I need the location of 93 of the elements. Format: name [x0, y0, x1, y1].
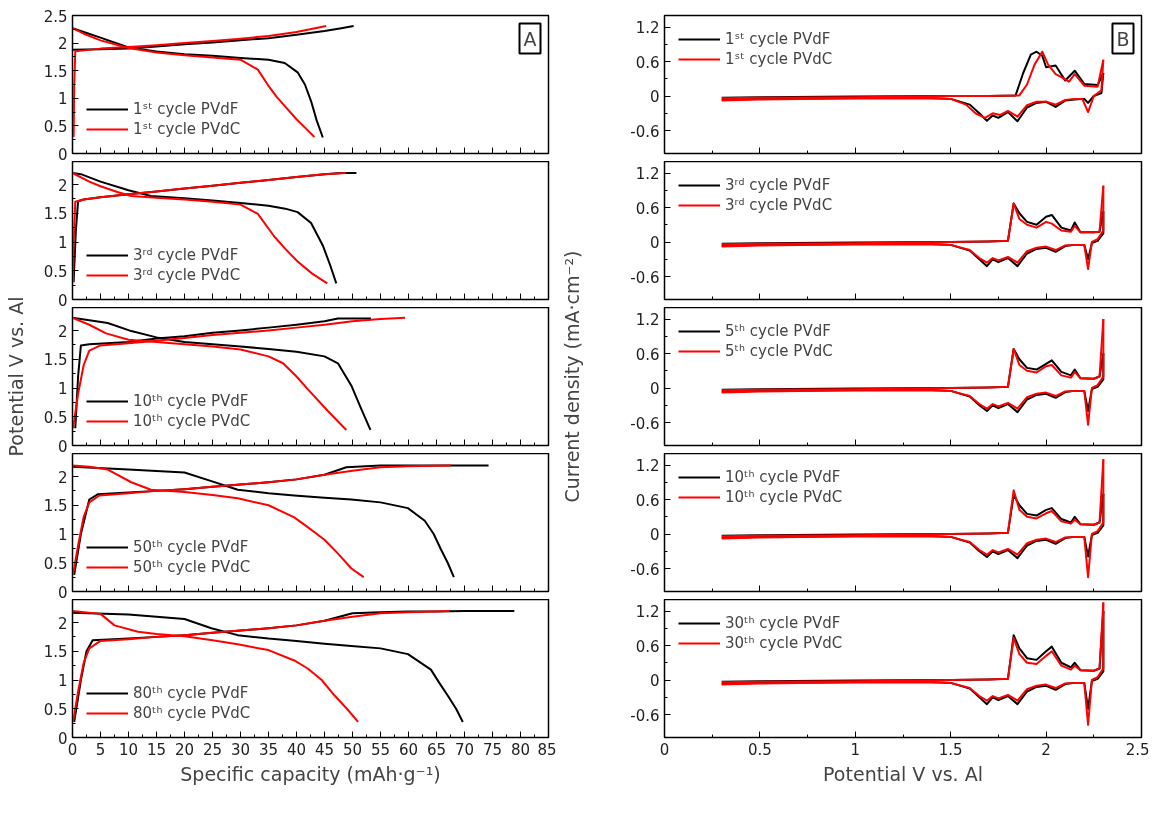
y-tick-label: 1.5: [43, 205, 68, 224]
y-tick-label: 0: [649, 380, 660, 398]
x-tick-label: 50: [342, 740, 363, 759]
y-tick-label: 0.6: [635, 199, 660, 218]
y-tick-label: 1.5: [43, 62, 68, 81]
x-tick-label: 25: [202, 740, 223, 759]
y-axis-title: Potential V vs. Al: [4, 296, 27, 457]
x-tick-label: 30: [230, 740, 251, 759]
legend-label: 80ᵗʰ cycle PVdC: [133, 704, 251, 722]
y-axis-title: Current density (mA·cm⁻²): [560, 250, 583, 503]
annotation: B: [1116, 27, 1130, 50]
x-tick-label: 55: [370, 740, 391, 759]
x-tick-label: 5: [95, 740, 106, 759]
x-tick-label: 65: [426, 740, 447, 759]
y-tick-label: -0.6: [630, 560, 660, 579]
x-tick-label: 1.5: [938, 740, 963, 759]
y-tick-label: 1.2: [635, 165, 660, 183]
x-tick-label: 85: [537, 740, 557, 759]
y-tick-label: 0.6: [635, 637, 660, 656]
x-tick-label: 2.5: [1125, 740, 1150, 759]
y-tick-label: 0: [649, 88, 660, 106]
legend-label: 1ˢᵗ cycle PVdC: [133, 120, 241, 138]
y-tick-label: 2: [57, 468, 68, 487]
x-tick-label: 70: [454, 740, 475, 759]
x-tick-label: 0.5: [747, 740, 772, 759]
legend-label: 3ʳᵈ cycle PVdC: [133, 266, 241, 284]
x-axis-title: Specific capacity (mAh·g⁻¹): [180, 762, 441, 785]
y-tick-label: 1: [57, 90, 68, 109]
y-tick-label: 0: [57, 291, 68, 310]
y-tick-label: 0.6: [635, 53, 660, 72]
legend-label: 10ᵗʰ cycle PVdF: [133, 392, 249, 410]
y-tick-label: 2.5: [43, 7, 68, 26]
x-tick-label: 35: [258, 740, 279, 759]
legend-label: 10ᵗʰ cycle PVdC: [133, 412, 251, 430]
y-tick-label: 0: [57, 145, 68, 164]
legend-label: 10ᵗʰ cycle PVdF: [725, 468, 841, 486]
x-tick-label: 20: [174, 740, 195, 759]
legend-label: 50ᵗʰ cycle PVdC: [133, 558, 251, 576]
y-tick-label: 0.5: [43, 408, 68, 427]
legend-label: 10ᵗʰ cycle PVdC: [725, 488, 843, 506]
legend-label: 1ˢᵗ cycle PVdF: [133, 100, 239, 118]
legend-label: 1ˢᵗ cycle PVdC: [725, 50, 833, 68]
y-tick-label: 0: [649, 234, 660, 252]
legend-label: 3ʳᵈ cycle PVdF: [725, 176, 831, 194]
y-tick-label: 0.5: [43, 554, 68, 573]
y-tick-label: 1.5: [43, 351, 68, 370]
x-tick-label: 40: [286, 740, 307, 759]
x-tick-label: 45: [314, 740, 335, 759]
y-tick-label: 1.2: [635, 311, 660, 329]
y-tick-label: 0: [649, 526, 660, 544]
y-tick-label: 2: [57, 322, 68, 341]
x-tick-label: 2: [1041, 740, 1051, 759]
y-tick-label: -0.6: [630, 414, 660, 433]
y-tick-label: 1: [57, 380, 68, 398]
legend-label: 80ᵗʰ cycle PVdF: [133, 684, 249, 702]
annotation: A: [523, 27, 537, 50]
y-tick-label: 0.6: [635, 491, 660, 510]
x-tick-label: 10: [118, 740, 139, 759]
y-tick-label: 1.2: [635, 603, 660, 621]
legend-label: 5ᵗʰ cycle PVdF: [725, 322, 831, 340]
y-tick-label: -0.6: [630, 268, 660, 287]
y-tick-label: 1: [57, 234, 68, 252]
y-tick-label: 1: [57, 526, 68, 544]
y-tick-label: 0.6: [635, 345, 660, 364]
y-tick-label: 1.2: [635, 19, 660, 37]
y-tick-label: 1.5: [43, 643, 68, 662]
y-tick-label: 0.5: [43, 117, 68, 136]
y-tick-label: 1: [57, 672, 68, 690]
y-tick-label: 0: [57, 583, 68, 602]
legend-label: 30ᵗʰ cycle PVdF: [725, 614, 841, 632]
x-tick-label: 75: [482, 740, 503, 759]
legend-label: 3ʳᵈ cycle PVdC: [725, 196, 833, 214]
x-tick-label: 15: [146, 740, 167, 759]
legend-label: 30ᵗʰ cycle PVdC: [725, 634, 843, 652]
legend-label: 50ᵗʰ cycle PVdF: [133, 538, 249, 556]
y-tick-label: 0.5: [43, 700, 68, 719]
x-tick-label: 80: [510, 740, 531, 759]
y-tick-label: 2: [57, 35, 68, 54]
x-tick-label: 60: [398, 740, 419, 759]
legend-label: 5ᵗʰ cycle PVdC: [725, 342, 833, 360]
x-tick-label: 1: [850, 740, 861, 759]
y-tick-label: 1.5: [43, 497, 68, 516]
y-tick-label: 0: [649, 672, 660, 690]
legend-label: 3ʳᵈ cycle PVdF: [133, 246, 239, 264]
y-tick-label: 2: [57, 614, 68, 633]
y-tick-label: -0.6: [630, 122, 660, 141]
y-tick-label: 0.5: [43, 262, 68, 281]
y-tick-label: 0: [57, 437, 68, 456]
legend-label: 1ˢᵗ cycle PVdF: [725, 30, 831, 48]
y-tick-label: -0.6: [630, 706, 660, 725]
y-tick-label: 1.2: [635, 457, 660, 475]
y-tick-label: 2: [57, 176, 68, 195]
x-axis-title: Potential V vs. Al: [823, 762, 983, 785]
